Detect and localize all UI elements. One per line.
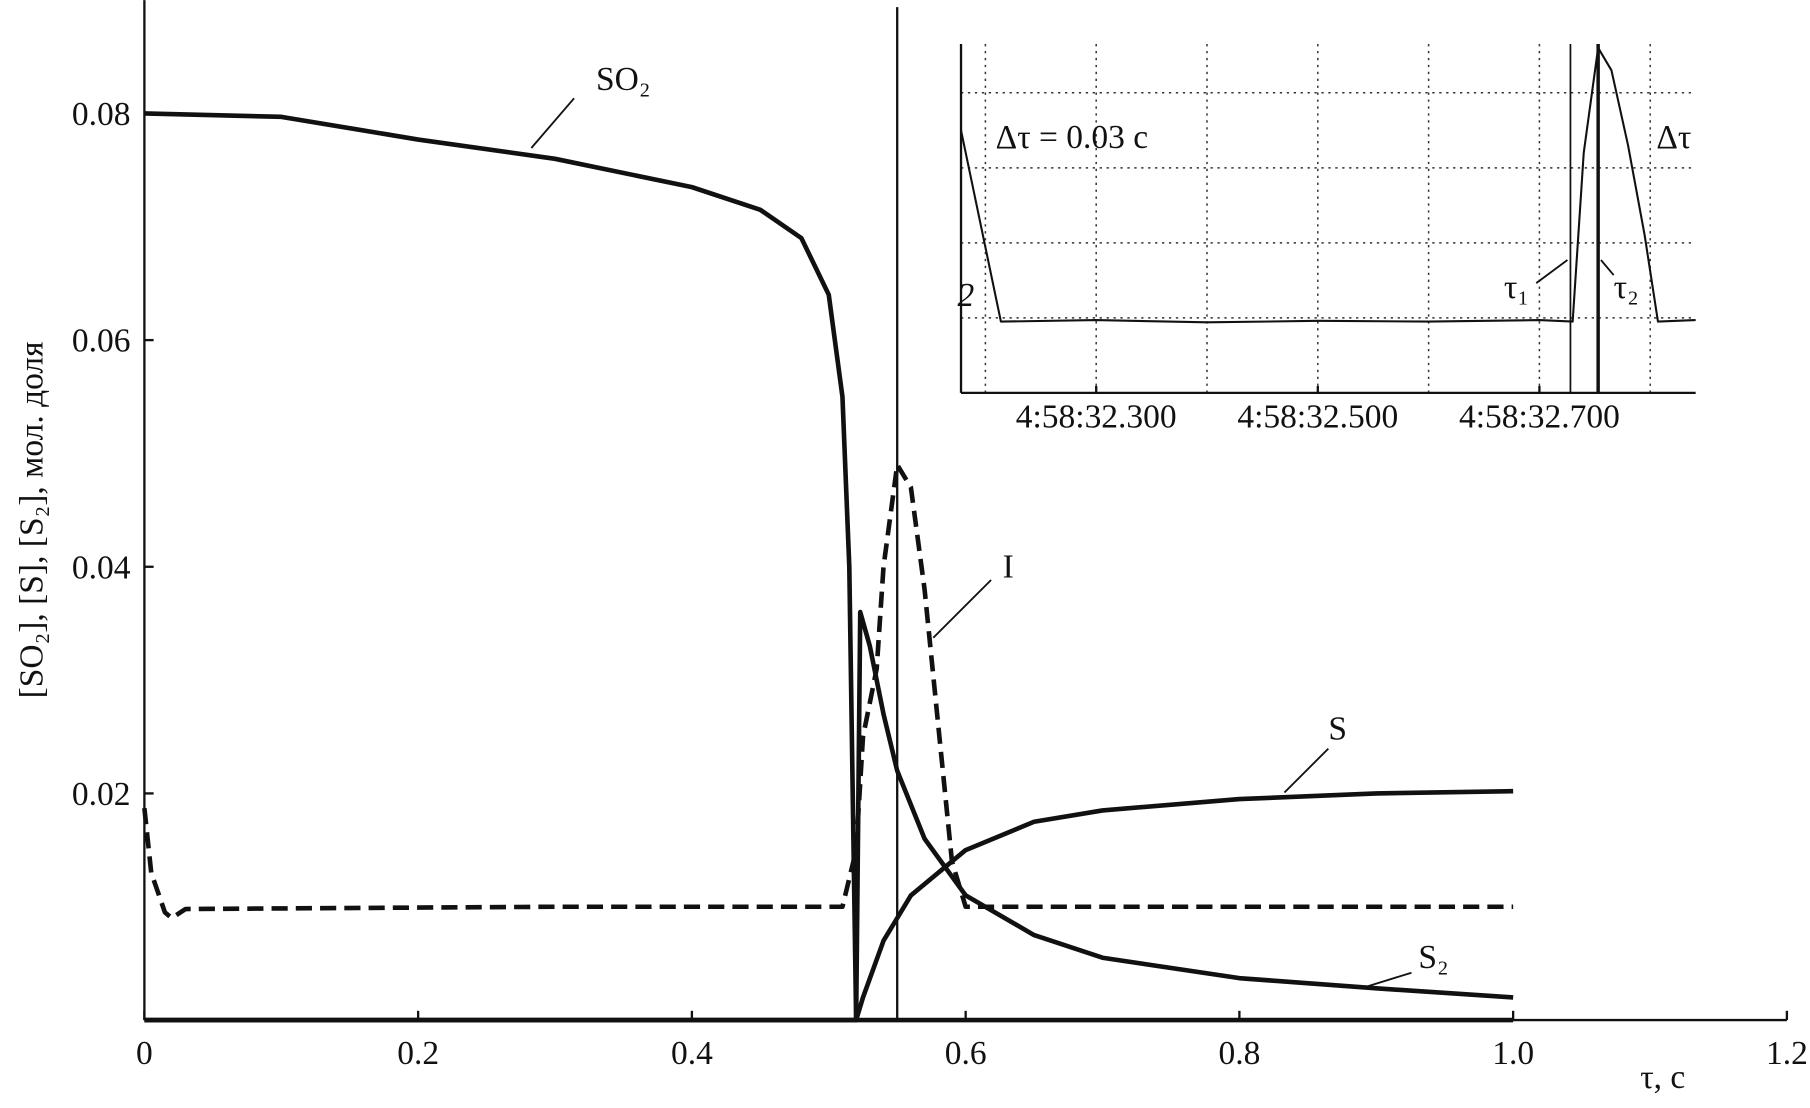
series-label: I (1003, 549, 1014, 586)
series-label: S₂ (1418, 939, 1448, 976)
annotation: τ₂ (1614, 269, 1639, 306)
y-axis-label: [SO₂], [S], [S₂], мол. доля (13, 341, 50, 698)
series-line (144, 609, 1514, 1023)
label-leader (1600, 259, 1615, 276)
y-tick-label: 0.04 (72, 549, 131, 586)
x-tick-label: 0.2 (397, 1035, 439, 1072)
annotation: τ₁ (1504, 269, 1529, 306)
annotation: Δτ (1656, 119, 1691, 156)
label-leader (1283, 747, 1329, 794)
x-tick-label: 0.4 (671, 1035, 713, 1072)
inset-background (961, 44, 1696, 393)
y-tick-label: 0.06 (72, 323, 131, 360)
series-line (142, 462, 1514, 921)
series-line (144, 788, 1514, 1023)
label-leader (1535, 259, 1568, 284)
x-tick-label: 0.8 (1218, 1035, 1260, 1072)
x-axis-label: τ, с (1640, 1059, 1685, 1096)
x-tick-label: 4:58:32.300 (1016, 399, 1177, 436)
x-tick-label: 0.6 (945, 1035, 987, 1072)
x-tick-label: 1.0 (1492, 1035, 1534, 1072)
label-leader (932, 579, 992, 639)
x-tick-label: 4:58:32.500 (1237, 399, 1398, 436)
y-tick-label: 0.08 (72, 96, 131, 133)
x-tick-label: 4:58:32.700 (1459, 399, 1620, 436)
series-line (144, 111, 1514, 1023)
x-tick-label: 0 (136, 1035, 153, 1072)
series-label: SO₂ (596, 61, 650, 98)
series-line (960, 46, 1696, 324)
series-label: S (1328, 710, 1347, 747)
series-label: 2 (958, 277, 975, 314)
label-leader (530, 97, 575, 149)
annotation: Δτ = 0.03 с (996, 119, 1148, 156)
x-tick-label: 1.2 (1766, 1035, 1808, 1072)
label-leader (1362, 971, 1412, 989)
y-tick-label: 0.02 (72, 776, 131, 813)
